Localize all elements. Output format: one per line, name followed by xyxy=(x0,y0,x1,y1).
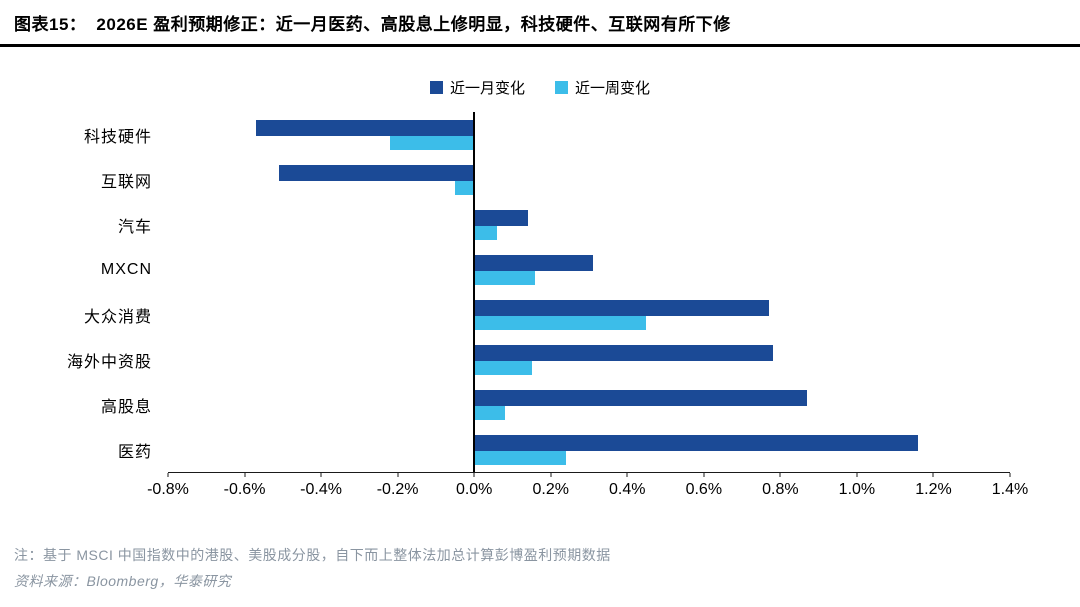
x-tick-label: 1.4% xyxy=(991,481,1029,498)
bar-row xyxy=(168,382,1010,427)
chart-legend: 近一月变化 近一周变化 xyxy=(0,77,1080,98)
figure-title: 2026E 盈利预期修正：近一月医药、高股息上修明显，科技硬件、互联网有所下修 xyxy=(96,15,731,34)
note-text: 注：基于 MSCI 中国指数中的港股、美股成分股，自下而上整体法加总计算彭博盈利… xyxy=(14,546,611,563)
x-tick-mark xyxy=(856,473,858,477)
x-tick-mark xyxy=(244,473,246,477)
bar-week-change xyxy=(455,180,475,195)
bar-group xyxy=(168,209,1010,240)
bar-month-change xyxy=(474,434,919,451)
bar-track xyxy=(168,450,1010,465)
bar-month-change xyxy=(474,254,593,271)
x-tick-label: 1.0% xyxy=(838,481,876,498)
x-tick-mark xyxy=(397,473,399,477)
bar-month-change xyxy=(474,344,773,361)
category-label: 高股息 xyxy=(100,398,152,416)
figure-number: 图表15： xyxy=(14,15,87,34)
x-tick-mark xyxy=(1009,473,1011,477)
bar-week-change xyxy=(474,270,536,285)
x-tick-mark xyxy=(779,473,781,477)
footnotes: 注：基于 MSCI 中国指数中的港股、美股成分股，自下而上整体法加总计算彭博盈利… xyxy=(14,542,611,595)
x-tick-mark xyxy=(320,473,322,477)
bar-track xyxy=(168,434,1010,451)
bar-group xyxy=(168,299,1010,330)
legend-item: 近一月变化 xyxy=(429,77,525,98)
x-tick-label: 0.2% xyxy=(532,481,569,498)
category-label: 互联网 xyxy=(100,173,152,191)
bar-group xyxy=(168,119,1010,150)
x-tick-label: -0.4% xyxy=(300,481,342,498)
bar-group xyxy=(168,434,1010,465)
bar-group xyxy=(168,164,1010,195)
x-tick-label: 1.2% xyxy=(915,481,952,498)
bar-chart: 科技硬件互联网汽车 MXCN 大众消费海外中资股高股息医药 xyxy=(0,112,1010,473)
x-tick-mark xyxy=(167,473,169,477)
bar-week-change xyxy=(474,450,567,465)
bar-row xyxy=(168,112,1010,157)
bar-track xyxy=(168,180,1010,195)
bar-row xyxy=(168,157,1010,202)
x-tick-label: -0.2% xyxy=(376,481,419,498)
bar-track xyxy=(168,299,1010,316)
bar-group xyxy=(168,389,1010,420)
x-tick-mark xyxy=(550,473,552,477)
bar-track xyxy=(168,119,1010,136)
bar-month-change xyxy=(474,389,808,406)
bar-week-change xyxy=(389,135,475,150)
plot-area xyxy=(168,112,1010,473)
bar-group xyxy=(168,254,1010,285)
bar-track xyxy=(168,344,1010,361)
x-tick-mark xyxy=(932,473,934,477)
bar-track xyxy=(168,405,1010,420)
x-axis: -0.8% -0.6% -0.4% -0.2% 0.0% 0.2% 0.4% 0.6% 0.8%… xyxy=(147,473,1028,507)
figure-header: 图表15： 2026E 盈利预期修正：近一月医药、高股息上修明显，科技硬件、互联网… xyxy=(0,0,1080,47)
bar-track xyxy=(168,135,1010,150)
x-tick-label: 0.4% xyxy=(609,481,646,498)
bar-group xyxy=(168,344,1010,375)
x-tick-mark xyxy=(626,473,628,477)
x-tick-label: 0.6% xyxy=(685,481,723,498)
category-label: 海外中资股 xyxy=(66,353,152,371)
category-label: 科技硬件 xyxy=(83,128,152,146)
legend-swatch-icon xyxy=(429,81,443,94)
zero-axis-line xyxy=(473,112,476,472)
bar-track xyxy=(168,209,1010,226)
category-label: 汽车 xyxy=(117,218,152,236)
x-tick-label: 0.8% xyxy=(762,481,799,498)
bar-track xyxy=(168,225,1010,240)
page-title: 图表15： 2026E 盈利预期修正：近一月医药、高股息上修明显，科技硬件、互联网… xyxy=(14,10,1066,35)
bar-month-change xyxy=(278,164,475,181)
legend-label: 近一月变化 xyxy=(449,80,525,97)
x-tick-label: 0.0% xyxy=(455,481,493,498)
bar-week-change xyxy=(474,360,532,375)
bar-track xyxy=(168,254,1010,271)
bar-row xyxy=(168,292,1010,337)
legend-item: 近一周变化 xyxy=(555,77,650,98)
bar-month-change xyxy=(474,299,769,316)
bar-track xyxy=(168,389,1010,406)
bar-track xyxy=(168,360,1010,375)
category-label: 医药 xyxy=(117,443,152,461)
bar-row xyxy=(168,202,1010,247)
x-tick-mark xyxy=(473,473,475,477)
bar-month-change xyxy=(474,209,528,226)
x-tick-label: -0.8% xyxy=(147,481,189,498)
category-axis: 科技硬件互联网汽车 MXCN 大众消费海外中资股高股息医药 xyxy=(0,112,168,473)
bar-row xyxy=(168,247,1010,292)
bar-track xyxy=(168,164,1010,181)
bar-month-change xyxy=(256,119,475,136)
x-tick-mark xyxy=(703,473,705,477)
bar-track xyxy=(168,270,1010,285)
source-text: 资料来源：Bloomberg，华泰研究 xyxy=(14,573,232,590)
legend-label: 近一周变化 xyxy=(575,80,651,97)
bar-track xyxy=(168,315,1010,330)
legend-swatch-icon xyxy=(555,81,568,94)
bar-week-change xyxy=(474,315,647,330)
category-label: 大众消费 xyxy=(83,308,152,326)
category-label: MXCN xyxy=(100,260,152,278)
bar-row xyxy=(168,337,1010,382)
bar-week-change xyxy=(474,405,505,420)
x-tick-label: -0.6% xyxy=(223,481,266,498)
bar-week-change xyxy=(474,225,498,240)
bar-row xyxy=(168,427,1010,472)
